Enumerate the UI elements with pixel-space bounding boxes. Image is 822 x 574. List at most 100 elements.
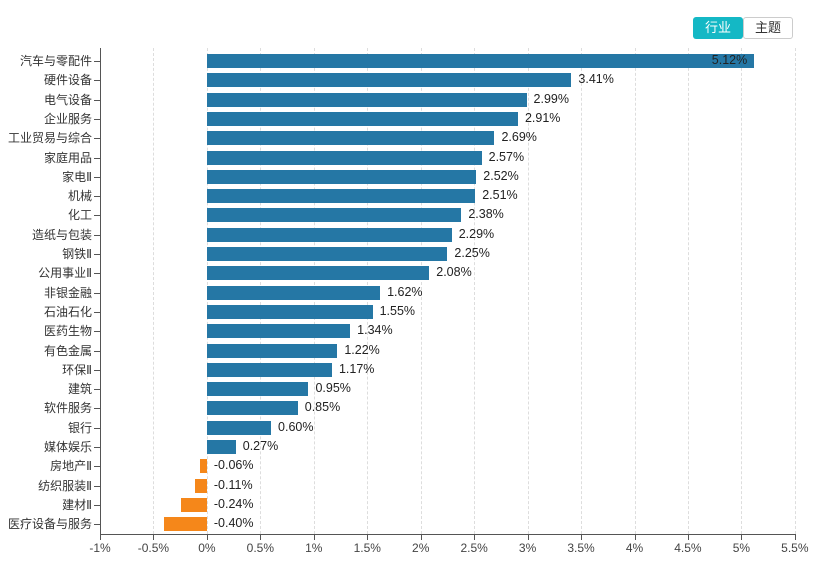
gridline	[687, 48, 689, 534]
gridline	[153, 48, 155, 534]
x-axis-tick	[100, 534, 101, 540]
value-label: -0.40%	[213, 516, 254, 531]
value-label: 2.51%	[482, 188, 518, 203]
bar[interactable]	[206, 247, 448, 261]
bar[interactable]	[206, 169, 477, 184]
value-label: 0.27%	[242, 439, 279, 453]
y-axis-tick	[94, 292, 100, 294]
bar[interactable]	[206, 111, 518, 126]
tab-industry[interactable]: 行业	[692, 17, 743, 39]
bar[interactable]	[206, 401, 298, 416]
view-toggle: 行业 主题	[692, 17, 793, 39]
x-axis-tick	[634, 534, 636, 540]
y-axis-tick	[94, 466, 100, 468]
value-label: 2.29%	[458, 226, 495, 241]
x-tick-label: 0.5%	[246, 541, 275, 555]
y-axis-tick	[94, 254, 100, 255]
y-axis-tick	[94, 176, 100, 178]
bar[interactable]	[206, 324, 351, 339]
x-axis-tick	[260, 534, 262, 540]
y-axis-tick	[94, 408, 100, 410]
value-label: 2.91%	[524, 110, 561, 125]
x-tick-label: 1%	[305, 541, 323, 555]
bar[interactable]	[206, 189, 476, 204]
value-label: 0.95%	[315, 381, 351, 396]
value-label: 2.99%	[533, 91, 569, 106]
bar[interactable]	[195, 478, 207, 493]
value-label: -0.06%	[213, 458, 254, 473]
x-axis-tick	[474, 534, 476, 540]
y-axis-tick	[94, 196, 100, 198]
y-axis-tick	[94, 331, 100, 333]
bar[interactable]	[206, 54, 755, 68]
x-tick-label: 1.5%	[353, 541, 381, 555]
category-label: 媒体娱乐	[43, 440, 92, 454]
bar[interactable]	[206, 150, 482, 165]
bar[interactable]	[206, 304, 373, 319]
value-label: 3.41%	[578, 72, 614, 87]
bar[interactable]	[206, 362, 332, 377]
value-label: -0.11%	[213, 477, 253, 492]
x-axis-tick	[367, 534, 369, 540]
gridline	[581, 48, 583, 534]
value-label: 0.60%	[278, 419, 314, 434]
bar[interactable]	[206, 266, 430, 281]
category-label: 医疗设备与服务	[7, 517, 92, 532]
y-axis-tick	[94, 427, 100, 429]
category-label: 房地产Ⅱ	[50, 459, 92, 474]
x-axis-tick	[687, 534, 689, 540]
y-axis-line	[100, 48, 101, 534]
y-axis-tick	[94, 504, 100, 506]
gridline	[420, 48, 422, 534]
bar[interactable]	[206, 208, 462, 223]
category-label: 银行	[67, 420, 92, 435]
y-axis-tick	[94, 99, 100, 101]
bar[interactable]	[206, 131, 495, 146]
x-tick-label: 4%	[625, 541, 644, 555]
bar[interactable]	[206, 285, 381, 300]
x-tick-label: 4.5%	[674, 541, 702, 555]
bar[interactable]	[164, 517, 207, 532]
category-label: 造纸与包装	[31, 227, 92, 242]
value-label: 0.85%	[304, 400, 341, 415]
category-label: 汽车与零配件	[19, 54, 92, 68]
category-label: 建筑	[67, 382, 92, 397]
bar[interactable]	[206, 73, 572, 88]
y-axis-tick	[94, 273, 100, 275]
bar[interactable]	[206, 440, 236, 454]
category-label: 化工	[67, 208, 92, 223]
gridline	[741, 48, 743, 534]
x-axis-tick	[206, 534, 208, 540]
category-label: 公用事业Ⅱ	[38, 266, 92, 281]
value-label: 1.17%	[338, 361, 375, 376]
tab-theme[interactable]: 主题	[742, 17, 793, 39]
x-axis-tick	[741, 534, 743, 540]
bar[interactable]	[206, 382, 309, 397]
category-label: 建材Ⅱ	[62, 497, 92, 512]
bar[interactable]	[181, 497, 207, 512]
bar[interactable]	[206, 343, 338, 358]
category-label: 环保Ⅱ	[62, 362, 92, 377]
category-label: 医药生物	[43, 324, 92, 339]
x-tick-label: -1%	[89, 541, 111, 555]
y-axis-tick	[94, 234, 100, 236]
category-label: 纺织服装Ⅱ	[38, 478, 92, 493]
bar[interactable]	[206, 420, 272, 435]
x-axis-tick	[527, 534, 529, 540]
category-label: 硬件设备	[43, 73, 92, 88]
x-axis-tick	[153, 534, 155, 540]
x-tick-label: 2%	[412, 541, 430, 555]
x-tick-label: 0%	[198, 541, 216, 555]
category-label: 企业服务	[43, 111, 92, 126]
value-label: 2.38%	[468, 207, 504, 222]
bar[interactable]	[200, 459, 207, 474]
bar[interactable]	[206, 92, 527, 107]
bar[interactable]	[206, 227, 452, 242]
y-axis-tick	[94, 61, 100, 62]
y-axis-tick	[94, 215, 100, 217]
value-label: 2.52%	[483, 168, 519, 183]
y-axis-tick	[94, 118, 100, 120]
x-axis-tick	[420, 534, 422, 540]
x-tick-label: 5.5%	[781, 541, 809, 555]
